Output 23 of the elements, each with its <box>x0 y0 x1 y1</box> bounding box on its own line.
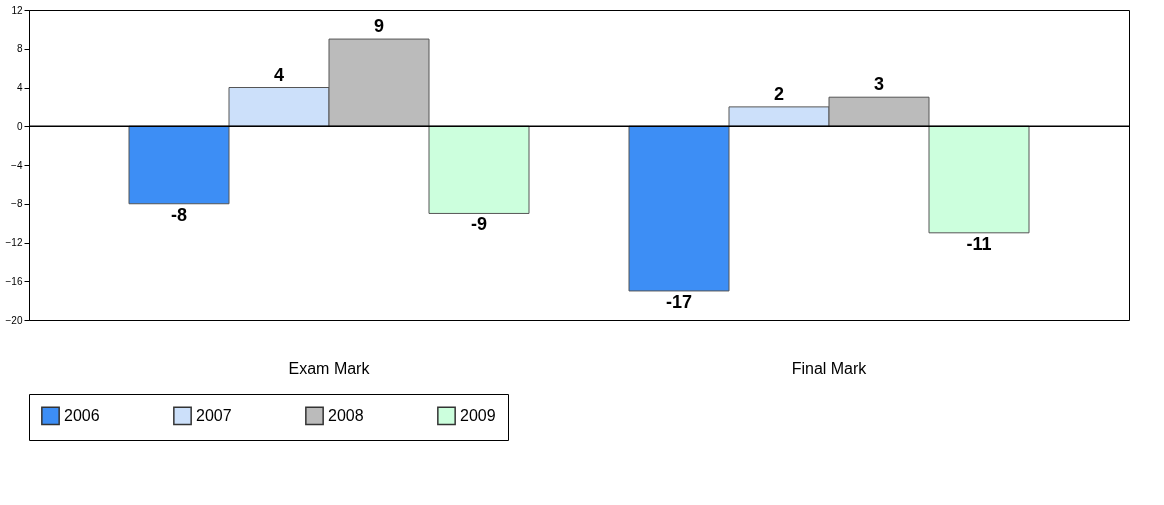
y-tick-label: −16 <box>5 275 23 287</box>
y-tick-label: −12 <box>5 237 23 248</box>
x-tick-label: Exam Mark <box>288 359 371 377</box>
y-tick-label: −20 <box>5 314 23 326</box>
data-label: -11 <box>966 233 992 254</box>
x-tick-label: Final Mark <box>791 359 868 377</box>
data-label: 2 <box>773 83 785 104</box>
y-tick-label: 4 <box>16 82 23 93</box>
data-label: 9 <box>373 16 385 37</box>
y-tick-label: 0 <box>16 120 23 132</box>
y-tick-label: 12 <box>11 4 23 16</box>
data-label: 4 <box>273 64 285 85</box>
y-tick-label: 8 <box>16 43 23 55</box>
y-tick-label: −8 <box>11 198 23 210</box>
legend-label: 2006 <box>64 406 100 424</box>
data-label: -8 <box>170 204 188 225</box>
data-label: -17 <box>665 291 693 312</box>
data-label: 3 <box>873 74 885 95</box>
data-label: -9 <box>470 214 488 235</box>
legend-label: 2007 <box>196 406 232 424</box>
y-tick-label: −4 <box>11 159 23 171</box>
legend-label: 2008 <box>328 406 364 424</box>
legend-label: 2009 <box>460 406 496 424</box>
